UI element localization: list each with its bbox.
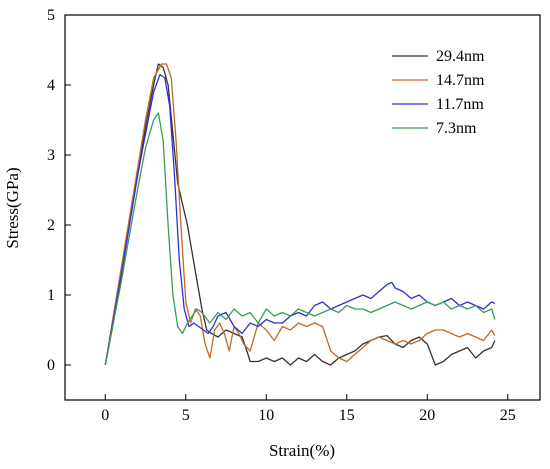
series-line-1 (104, 63, 496, 366)
y-tick-label: 5 (47, 7, 55, 24)
x-tick-label: 10 (258, 407, 274, 424)
legend: 29.4nm 14.7nm 11.7nm 7.3nm (392, 48, 485, 137)
x-axis-title: Strain(%) (269, 441, 335, 460)
series-line-3 (104, 112, 496, 366)
plot-frame (64, 14, 541, 401)
y-tick-label: 1 (47, 287, 55, 304)
y-tick-label: 3 (47, 147, 55, 164)
legend-label: 14.7nm (436, 72, 485, 89)
legend-label: 29.4nm (436, 48, 485, 65)
y-tick-label: 2 (47, 217, 55, 234)
y-tick-label: 0 (47, 357, 55, 374)
axis-ticks: 0 5 10 15 20 25 0 1 2 3 4 5 (47, 7, 516, 424)
x-tick-label: 0 (101, 407, 109, 424)
x-tick-label: 20 (419, 407, 435, 424)
legend-label: 11.7nm (436, 96, 484, 113)
x-tick-label: 15 (339, 407, 355, 424)
x-tick-label: 25 (500, 407, 516, 424)
y-axis-title: Stress(GPa) (3, 167, 22, 248)
x-tick-label: 5 (182, 407, 190, 424)
series-line-0 (104, 63, 496, 366)
series-line-2 (104, 73, 496, 366)
legend-label: 7.3nm (436, 120, 477, 137)
series-lines (104, 63, 496, 366)
y-tick-label: 4 (47, 77, 55, 94)
